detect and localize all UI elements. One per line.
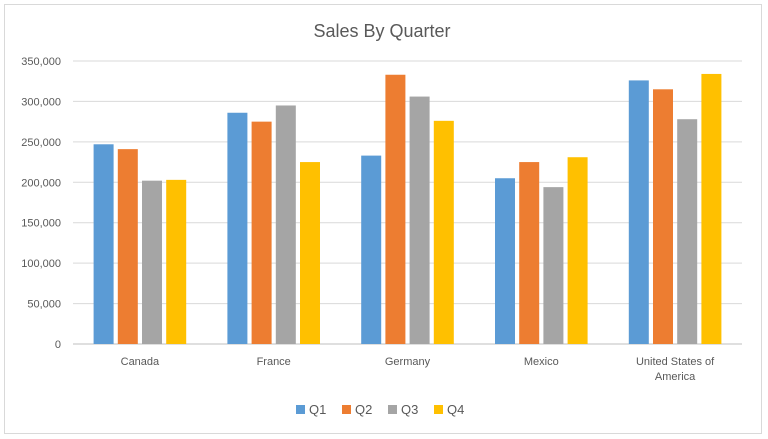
bar-q2-0 bbox=[117, 149, 138, 344]
bar-q4-0 bbox=[166, 179, 187, 344]
legend: Q1 Q2 Q3 Q4 bbox=[296, 402, 464, 417]
y-tick-label: 100,000 bbox=[21, 258, 61, 270]
bar-q1-1 bbox=[227, 112, 248, 345]
bar-q1-3 bbox=[495, 178, 515, 344]
x-tick-label: Canada bbox=[121, 356, 160, 368]
legend-label: Q3 bbox=[401, 402, 418, 417]
y-tick-label: 350,000 bbox=[21, 56, 61, 68]
legend-label: Q4 bbox=[447, 402, 464, 417]
y-tick-label: 300,000 bbox=[21, 96, 61, 108]
x-tick-label: France bbox=[257, 356, 291, 368]
bar-q3-3 bbox=[543, 187, 564, 344]
bar-q2-4 bbox=[653, 89, 673, 344]
chart-title: Sales By Quarter bbox=[313, 21, 450, 41]
y-axis-ticks: 0 50,000 100,000 150,000 200,000 250,000 300,0… bbox=[21, 56, 61, 351]
legend-label: Q2 bbox=[355, 402, 372, 417]
bar-q4-1 bbox=[300, 162, 320, 344]
bar-q4-2 bbox=[433, 120, 454, 344]
y-tick-label: 200,000 bbox=[21, 177, 61, 189]
legend-swatch bbox=[296, 405, 305, 414]
bar-q3-1 bbox=[275, 105, 296, 344]
y-tick-label: 50,000 bbox=[27, 299, 61, 311]
y-tick-label: 150,000 bbox=[21, 218, 61, 230]
x-tick-label: Germany bbox=[385, 356, 431, 368]
bar-q2-1 bbox=[251, 121, 272, 345]
bar-q3-0 bbox=[142, 180, 162, 344]
bar-q1-4 bbox=[628, 80, 649, 345]
bar-q4-3 bbox=[567, 157, 588, 344]
bar-q3-2 bbox=[409, 96, 430, 344]
x-axis-labels: Canada France Germany Mexico United States o… bbox=[121, 356, 716, 383]
bar-q1-2 bbox=[361, 155, 382, 344]
y-tick-label: 0 bbox=[55, 339, 61, 351]
bar-q2-3 bbox=[519, 162, 540, 344]
bar-q1-0 bbox=[93, 144, 114, 344]
bar-q3-4 bbox=[677, 119, 698, 345]
bar-q4-4 bbox=[701, 73, 722, 345]
x-tick-label: Mexico bbox=[524, 356, 559, 368]
legend-label: Q1 bbox=[309, 402, 326, 417]
bars bbox=[93, 73, 722, 345]
x-tick-label: America bbox=[655, 371, 696, 383]
bar-q2-2 bbox=[385, 74, 406, 344]
legend-swatch bbox=[342, 405, 351, 414]
legend-swatch bbox=[388, 405, 397, 414]
y-tick-label: 250,000 bbox=[21, 137, 61, 149]
x-tick-label: United States of bbox=[636, 356, 715, 368]
legend-swatch bbox=[434, 405, 443, 414]
